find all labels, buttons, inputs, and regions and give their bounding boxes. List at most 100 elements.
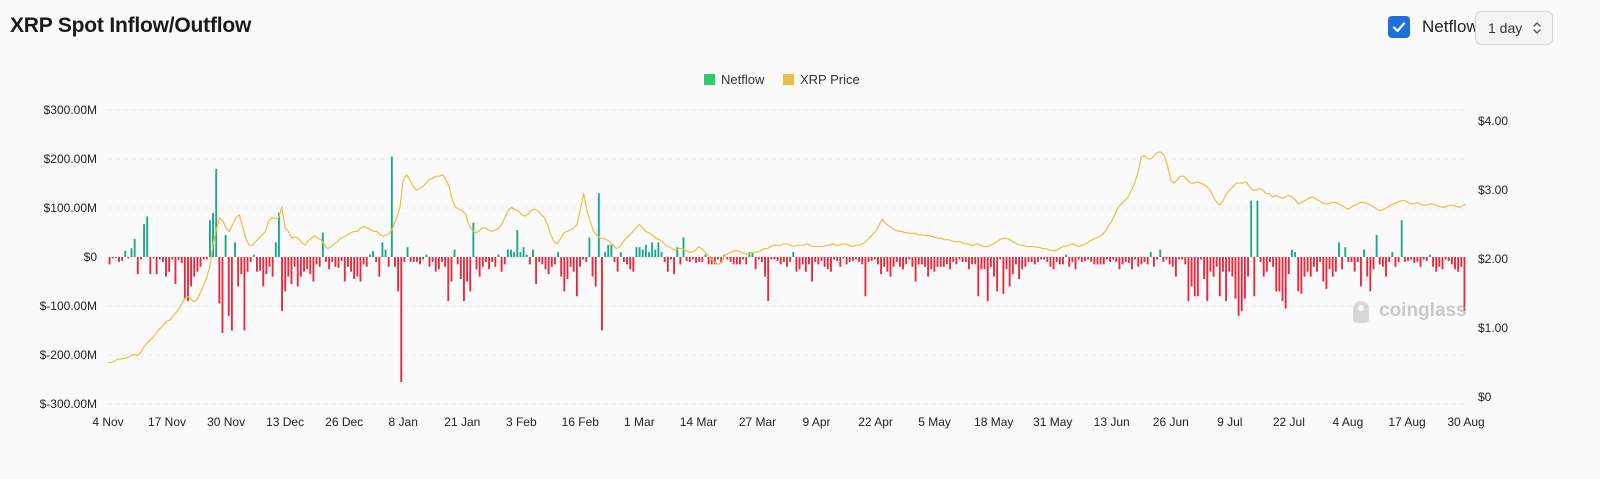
outflow-bar[interactable]: [419, 257, 421, 265]
outflow-bar[interactable]: [318, 257, 321, 267]
outflow-bar[interactable]: [1021, 257, 1024, 270]
outflow-bar[interactable]: [136, 257, 139, 275]
outflow-bar[interactable]: [152, 257, 155, 259]
outflow-bar[interactable]: [1422, 257, 1425, 260]
outflow-bar[interactable]: [1215, 257, 1218, 267]
outflow-bar[interactable]: [343, 257, 346, 282]
outflow-bar[interactable]: [1011, 257, 1014, 275]
outflow-bar[interactable]: [1099, 257, 1102, 265]
outflow-bar[interactable]: [779, 257, 782, 265]
outflow-bar[interactable]: [1243, 257, 1246, 299]
outflow-bar[interactable]: [484, 257, 487, 262]
outflow-bar[interactable]: [1015, 257, 1017, 265]
inflow-bar[interactable]: [519, 252, 522, 257]
inflow-bar[interactable]: [208, 220, 211, 257]
outflow-bar[interactable]: [601, 257, 603, 331]
outflow-bar[interactable]: [848, 257, 851, 262]
outflow-bar[interactable]: [892, 257, 895, 267]
outflow-bar[interactable]: [1096, 257, 1099, 265]
inflow-bar[interactable]: [1149, 252, 1152, 257]
outflow-bar[interactable]: [804, 257, 807, 272]
outflow-bar[interactable]: [149, 257, 152, 275]
inflow-bar[interactable]: [532, 249, 534, 257]
outflow-bar[interactable]: [811, 257, 814, 282]
inflow-bar[interactable]: [215, 168, 218, 257]
outflow-bar[interactable]: [773, 257, 776, 260]
outflow-bar[interactable]: [572, 257, 575, 272]
outflow-bar[interactable]: [177, 257, 180, 260]
inflow-bar[interactable]: [557, 252, 559, 257]
outflow-bar[interactable]: [911, 257, 914, 267]
inflow-bar[interactable]: [641, 249, 644, 257]
inflow-bar[interactable]: [610, 244, 613, 257]
outflow-bar[interactable]: [695, 257, 697, 263]
inflow-bar[interactable]: [252, 254, 255, 257]
outflow-bar[interactable]: [1228, 257, 1231, 272]
outflow-bar[interactable]: [362, 257, 365, 265]
outflow-bar[interactable]: [1168, 257, 1171, 265]
outflow-bar[interactable]: [1005, 257, 1008, 270]
outflow-bar[interactable]: [955, 257, 958, 265]
outflow-bar[interactable]: [306, 257, 309, 270]
outflow-bar[interactable]: [1381, 257, 1384, 267]
outflow-bar[interactable]: [1225, 257, 1228, 302]
outflow-bar[interactable]: [1416, 257, 1419, 262]
outflow-bar[interactable]: [1105, 257, 1108, 260]
inflow-bar[interactable]: [1065, 254, 1068, 257]
outflow-bar[interactable]: [782, 257, 785, 262]
outflow-bar[interactable]: [801, 257, 804, 265]
outflow-bar[interactable]: [961, 257, 964, 262]
outflow-bar[interactable]: [895, 257, 898, 262]
outflow-bar[interactable]: [808, 257, 810, 265]
outflow-bar[interactable]: [1378, 257, 1381, 265]
outflow-bar[interactable]: [553, 257, 556, 265]
outflow-bar[interactable]: [494, 257, 497, 267]
outflow-bar[interactable]: [312, 257, 315, 282]
outflow-bar[interactable]: [469, 257, 472, 292]
inflow-bar[interactable]: [1291, 249, 1293, 257]
outflow-bar[interactable]: [616, 257, 619, 272]
outflow-bar[interactable]: [1463, 257, 1466, 311]
outflow-bar[interactable]: [823, 257, 826, 267]
outflow-bar[interactable]: [1432, 257, 1435, 267]
outflow-bar[interactable]: [450, 257, 453, 282]
outflow-bar[interactable]: [1460, 257, 1463, 267]
outflow-bar[interactable]: [691, 257, 694, 260]
outflow-bar[interactable]: [375, 257, 378, 262]
outflow-bar[interactable]: [898, 257, 901, 267]
inflow-bar[interactable]: [381, 242, 384, 257]
outflow-bar[interactable]: [1143, 257, 1146, 262]
outflow-bar[interactable]: [346, 257, 349, 267]
inflow-bar[interactable]: [390, 156, 393, 257]
outflow-bar[interactable]: [717, 257, 719, 260]
outflow-bar[interactable]: [1403, 257, 1406, 262]
outflow-bar[interactable]: [889, 257, 892, 277]
outflow-bar[interactable]: [1284, 257, 1287, 309]
inflow-bar[interactable]: [1294, 252, 1297, 257]
outflow-bar[interactable]: [1112, 257, 1115, 260]
outflow-bar[interactable]: [1036, 257, 1039, 262]
outflow-bar[interactable]: [864, 257, 867, 297]
inflow-bar[interactable]: [516, 230, 519, 257]
outflow-bar[interactable]: [441, 257, 443, 262]
outflow-bar[interactable]: [1206, 257, 1209, 302]
outflow-bar[interactable]: [974, 257, 977, 265]
outflow-bar[interactable]: [814, 257, 817, 262]
outflow-bar[interactable]: [936, 257, 939, 267]
outflow-bar[interactable]: [942, 257, 945, 267]
outflow-bar[interactable]: [547, 257, 550, 275]
inflow-bar[interactable]: [384, 249, 387, 257]
outflow-bar[interactable]: [409, 257, 412, 262]
outflow-bar[interactable]: [400, 257, 403, 382]
outflow-bar[interactable]: [165, 257, 167, 277]
outflow-bar[interactable]: [1115, 257, 1118, 262]
outflow-bar[interactable]: [1438, 257, 1441, 267]
inflow-bar[interactable]: [234, 242, 236, 257]
outflow-bar[interactable]: [284, 257, 287, 292]
outflow-bar[interactable]: [563, 257, 566, 292]
inflow-bar[interactable]: [751, 252, 754, 257]
outflow-bar[interactable]: [845, 257, 848, 265]
outflow-bar[interactable]: [397, 257, 400, 292]
outflow-bar[interactable]: [168, 257, 171, 272]
outflow-bar[interactable]: [560, 257, 563, 277]
